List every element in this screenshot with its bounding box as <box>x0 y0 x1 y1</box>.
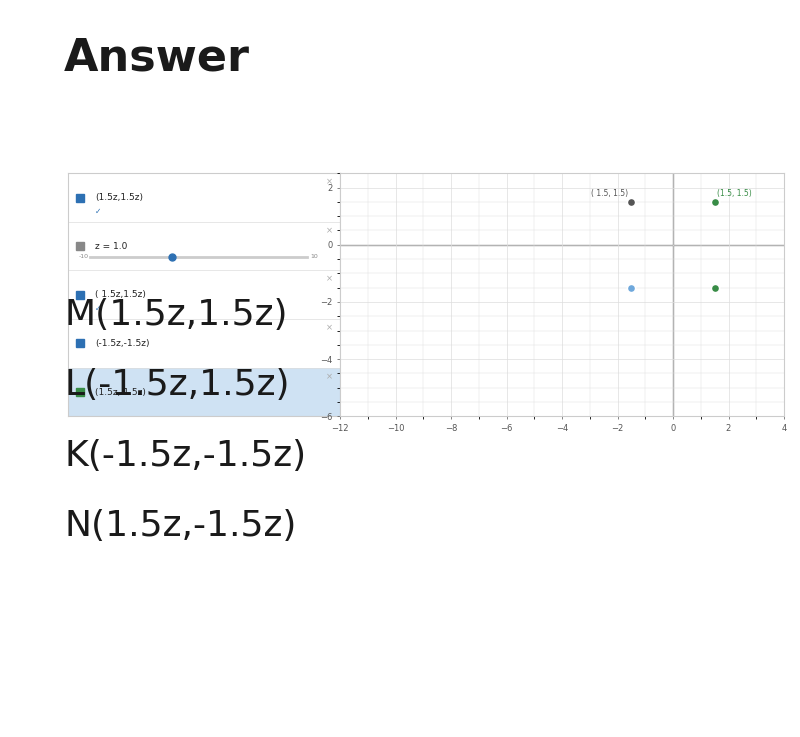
Text: L(-1.5z,1.5z): L(-1.5z,1.5z) <box>64 368 290 402</box>
Text: (1.5z, 1.5z): (1.5z, 1.5z) <box>95 388 146 397</box>
Text: M(1.5z,1.5z): M(1.5z,1.5z) <box>64 298 287 332</box>
Text: (1.5z,1.5z): (1.5z,1.5z) <box>95 193 143 202</box>
Text: ( 1.5, 1.5): ( 1.5, 1.5) <box>591 189 629 198</box>
Bar <box>68 368 340 416</box>
Text: ✓: ✓ <box>95 206 102 216</box>
Text: (1.5, 1.5): (1.5, 1.5) <box>718 189 752 198</box>
Text: K(-1.5z,-1.5z): K(-1.5z,-1.5z) <box>64 439 306 472</box>
Text: ×: × <box>326 178 333 186</box>
Text: N(1.5z,-1.5z): N(1.5z,-1.5z) <box>64 509 296 542</box>
Text: ×: × <box>326 324 333 332</box>
Text: -10: -10 <box>79 254 89 259</box>
Text: 10: 10 <box>310 254 318 259</box>
Text: (-1.5z,-1.5z): (-1.5z,-1.5z) <box>95 339 150 348</box>
Text: Answer: Answer <box>64 37 250 80</box>
Text: ( 1.5z,1.5z): ( 1.5z,1.5z) <box>95 290 146 299</box>
Text: ×: × <box>326 226 333 235</box>
Text: ✓: ✓ <box>95 304 102 313</box>
Text: ×: × <box>326 372 333 381</box>
Text: z = 1.0: z = 1.0 <box>95 242 127 251</box>
Text: ×: × <box>326 275 333 284</box>
